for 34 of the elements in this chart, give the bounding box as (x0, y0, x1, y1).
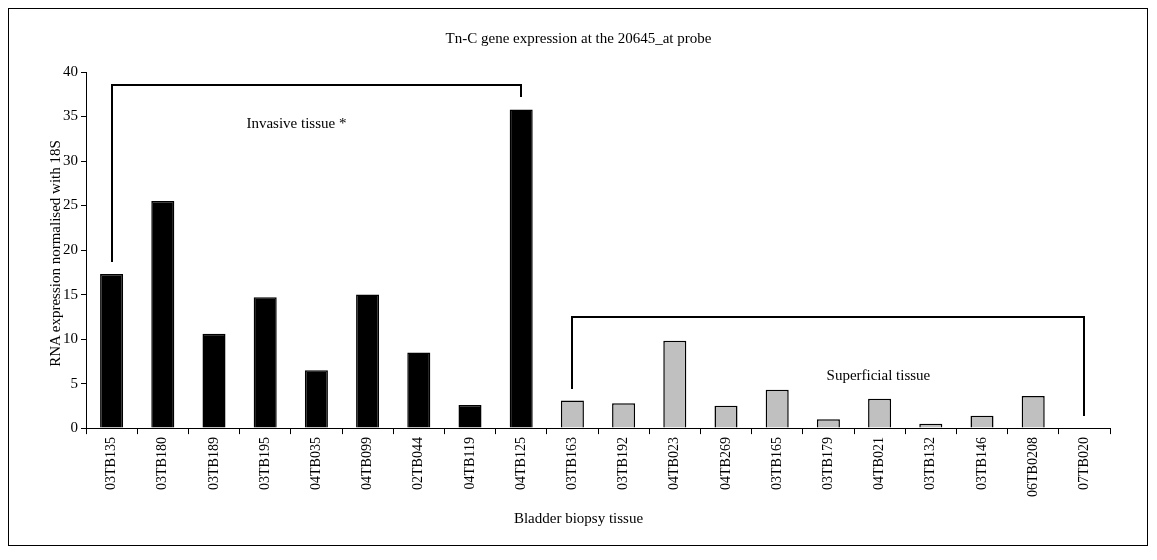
x-tick-label: 04TB021 (871, 437, 887, 490)
x-tick-label: 03TB192 (615, 437, 631, 490)
x-tick-label: 03TB180 (154, 437, 170, 490)
chart-title: Tn-C gene expression at the 20645_at probe (444, 30, 713, 47)
x-tick-label: 02TB044 (410, 437, 426, 490)
x-tick-label: 04TB035 (308, 437, 324, 490)
y-tick-label: 40 (63, 62, 78, 79)
x-tick-label: 06TB0208 (1024, 437, 1040, 497)
annotation: Superficial tissue (826, 366, 931, 383)
x-tick-label: 03TB146 (973, 437, 989, 490)
y-tick-label: 30 (63, 151, 78, 168)
x-tick-label: 07TB020 (1076, 437, 1092, 490)
x-tick-label: 03TB195 (256, 437, 272, 490)
y-axis-title: RNA expression normalised with 18S (46, 139, 63, 369)
y-tick-label: 25 (63, 196, 78, 213)
y-tick-label: 0 (70, 419, 78, 436)
y-tick-label: 5 (70, 374, 78, 391)
y-tick-label: 10 (63, 330, 78, 347)
x-tick-label: 04TB125 (512, 437, 528, 490)
y-tick-label: 35 (63, 107, 78, 124)
y-tick-label: 15 (63, 285, 78, 302)
x-tick-label: 04TB023 (666, 437, 682, 490)
x-tick-label: 04TB269 (717, 437, 733, 490)
x-tick-label: 03TB165 (768, 437, 784, 490)
x-tick-label: 03TB132 (922, 437, 938, 490)
x-axis-title: Bladder biopsy tissue (512, 510, 645, 527)
x-tick-label: 04TB099 (359, 437, 375, 490)
x-tick-label: 04TB119 (461, 437, 477, 490)
x-tick-label: 03TB189 (205, 437, 221, 490)
y-tick-label: 20 (63, 240, 78, 257)
x-tick-label: 03TB179 (820, 437, 836, 490)
annotation: Invasive tissue * (246, 115, 347, 132)
x-tick-label: 03TB163 (564, 437, 580, 490)
x-tick-label: 03TB135 (103, 437, 119, 490)
